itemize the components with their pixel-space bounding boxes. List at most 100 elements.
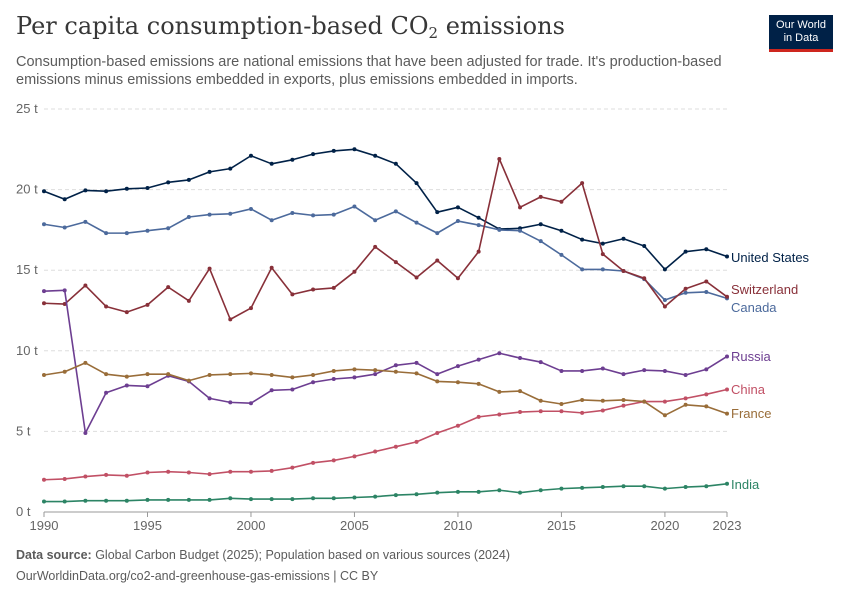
data-point-china [393, 444, 398, 449]
data-point-india [166, 497, 171, 502]
x-tick-label: 2015 [547, 518, 576, 533]
data-point-switzerland [683, 286, 688, 291]
data-point-russia [228, 400, 233, 405]
data-point-china [269, 468, 274, 473]
series-label-russia: Russia [731, 349, 772, 364]
data-point-france [124, 374, 129, 379]
data-point-switzerland [104, 304, 109, 309]
data-point-russia [42, 289, 46, 294]
data-point-switzerland [311, 287, 316, 292]
data-point-india [538, 488, 543, 493]
data-point-france [186, 378, 191, 383]
data-point-india [331, 496, 336, 501]
source-url[interactable]: OurWorldinData.org/co2-and-greenhouse-ga… [16, 569, 379, 583]
data-point-russia [269, 388, 274, 393]
data-point-china [476, 414, 481, 419]
data-point-russia [207, 396, 212, 401]
data-point-russia [538, 360, 543, 365]
data-point-france [518, 389, 523, 394]
data-point-france [269, 372, 274, 377]
data-point-canada [331, 212, 336, 217]
data-point-canada [538, 239, 543, 244]
data-point-canada [228, 211, 233, 216]
data-point-switzerland [642, 276, 647, 281]
data-point-canada [207, 212, 212, 217]
data-point-switzerland [435, 258, 440, 263]
data-point-france [662, 413, 667, 418]
data-point-switzerland [455, 276, 460, 281]
data-point-france [704, 404, 709, 409]
data-point-canada [124, 231, 129, 236]
data-point-china [290, 465, 295, 470]
data-point-canada [476, 223, 481, 228]
data-point-canada [352, 204, 357, 209]
data-point-canada [311, 213, 316, 218]
data-point-china [186, 470, 191, 475]
owid-logo[interactable]: Our World in Data [769, 15, 833, 52]
data-point-china [455, 423, 460, 428]
data-point-russia [455, 364, 460, 369]
data-point-france [248, 371, 253, 376]
data-point-switzerland [331, 285, 336, 290]
data-point-switzerland [476, 249, 481, 254]
data-point-russia [497, 351, 502, 356]
data-point-russia [435, 372, 440, 377]
data-point-switzerland [518, 205, 523, 210]
data-point-canada [166, 226, 171, 231]
data-point-france [725, 411, 729, 416]
data-point-canada [290, 210, 295, 215]
data-point-india [228, 496, 233, 501]
data-point-united-states [683, 249, 688, 254]
series-label-china: China [731, 382, 766, 397]
data-point-india [352, 495, 357, 500]
data-point-russia [642, 368, 647, 373]
data-point-switzerland [497, 156, 502, 161]
data-point-china [435, 431, 440, 436]
data-point-united-states [414, 181, 419, 186]
data-point-china [518, 410, 523, 415]
data-point-russia [248, 401, 253, 406]
data-point-russia [124, 383, 129, 388]
x-tick-label: 1995 [133, 518, 162, 533]
series-label-india: India [731, 477, 760, 492]
data-point-india [662, 486, 667, 491]
data-point-russia [311, 380, 316, 385]
data-point-france [435, 379, 440, 384]
logo-line-2: in Data [783, 32, 819, 44]
data-point-china [311, 460, 316, 465]
data-point-china [600, 408, 605, 413]
data-point-united-states [83, 188, 88, 193]
data-point-russia [476, 357, 481, 362]
series-line-china [43, 388, 728, 481]
x-tick-label: 1990 [30, 518, 59, 533]
data-point-canada [580, 267, 585, 272]
y-tick-label: 0 t [16, 504, 31, 519]
data-point-china [248, 469, 253, 474]
y-tick-label: 25 t [16, 101, 38, 116]
data-point-france [290, 375, 295, 380]
data-point-united-states [42, 189, 46, 194]
data-point-united-states [704, 247, 709, 252]
data-point-united-states [580, 237, 585, 242]
data-point-china [683, 396, 688, 401]
data-source-note: Data source: Global Carbon Budget (2025)… [16, 548, 511, 562]
data-point-switzerland [269, 265, 274, 270]
y-tick-label: 20 t [16, 182, 38, 197]
data-point-china [373, 449, 378, 454]
data-point-switzerland [352, 269, 357, 274]
data-point-china [228, 469, 233, 474]
data-point-india [518, 490, 523, 495]
data-point-france [683, 402, 688, 407]
data-point-canada [559, 252, 564, 257]
data-point-france [83, 360, 88, 365]
data-point-india [124, 498, 129, 503]
data-point-switzerland [207, 266, 212, 271]
data-point-united-states [290, 157, 295, 162]
data-point-canada [248, 206, 253, 211]
data-point-switzerland [704, 279, 709, 284]
data-point-china [207, 472, 212, 477]
data-point-united-states [393, 161, 398, 166]
data-point-france [538, 398, 543, 403]
data-point-canada [518, 228, 523, 233]
series-line-india [44, 482, 728, 503]
